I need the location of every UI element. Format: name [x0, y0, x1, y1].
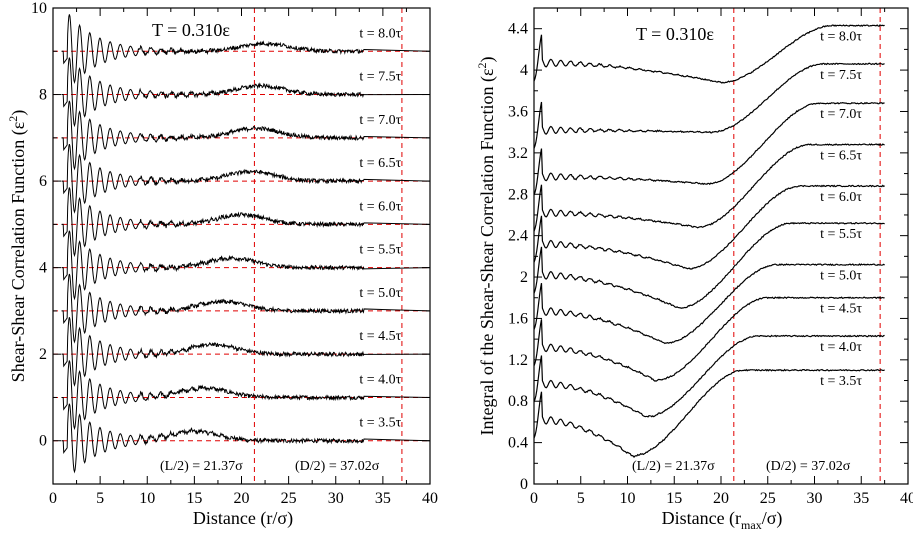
series-label: t = 5.5τ [359, 243, 401, 258]
series-line [61, 187, 431, 258]
series-line [61, 100, 431, 171]
x-tick-label: 25 [281, 490, 297, 507]
series-label: t = 6.5τ [359, 156, 401, 171]
y-tick-label: 2.4 [508, 228, 528, 245]
series-label: t = 5.5τ [820, 227, 862, 242]
right-plot-title: T = 0.310ε [636, 24, 714, 44]
x-tick-label: 5 [577, 490, 585, 507]
y-tick-label: 4 [39, 260, 47, 277]
x-tick-label: 35 [375, 490, 391, 507]
series-label: t = 4.0τ [359, 372, 401, 387]
x-tick-label: 35 [853, 490, 869, 507]
right-panel: t = 3.5τ t = 4.0τ t = 4.5τ t = 5.0τ t = 5.5τ… [475, 7, 913, 532]
x-tick-label: 20 [234, 490, 250, 507]
left-x-axis-title: Distance (r/σ) [193, 508, 293, 529]
x-tick-label: 20 [713, 490, 729, 507]
y-tick-label: 3.6 [508, 103, 528, 120]
y-tick-label: 1.6 [508, 310, 528, 327]
series-line [61, 57, 431, 128]
series-line [61, 360, 431, 431]
series-label: t = 7.0τ [359, 113, 401, 128]
series-label: t = 3.5τ [359, 416, 401, 431]
left-y-axis-title: Shear-Shear Correlation Function (ε2) [6, 110, 29, 383]
left-panel: t = 3.5τ t = 4.0τ t = 4.5τ t = 5.0τ t = 5.5τ… [6, 0, 438, 529]
series-line [533, 62, 885, 149]
y-tick-label: 2 [520, 269, 528, 286]
x-tick-label: 10 [139, 490, 155, 507]
series-label: t = 5.0τ [820, 269, 862, 284]
series-line [61, 144, 431, 214]
y-tick-label: 4 [520, 62, 528, 79]
series-label: t = 7.5τ [820, 68, 862, 83]
series-line [61, 403, 431, 474]
y-tick-label: 0 [39, 433, 47, 450]
series-label: t = 4.5τ [359, 329, 401, 344]
x-tick-label: 25 [760, 490, 776, 507]
series-line [61, 14, 431, 84]
series-line [533, 368, 885, 458]
series-label: t = 4.0τ [820, 340, 862, 355]
series-line [533, 24, 885, 84]
series-line [533, 101, 885, 196]
left-annotation-L: (L/2) = 21.37σ [160, 459, 243, 474]
series-line [533, 143, 885, 232]
series-label: t = 4.5τ [820, 302, 862, 317]
x-tick-label: 30 [328, 490, 344, 507]
right-ticks: 0 5 10 15 20 25 30 35 40 0 0.4 0.8 1.2 1.6 2 2.4 2.8 3.2 3… [508, 8, 913, 507]
series-line [61, 230, 431, 301]
series-label: t = 8.0τ [820, 30, 862, 45]
y-tick-label: 1.2 [508, 352, 528, 369]
series-line [61, 273, 431, 344]
y-tick-label: 10 [31, 0, 47, 17]
x-tick-label: 10 [620, 490, 636, 507]
series-label: t = 7.5τ [359, 70, 401, 85]
y-tick-label: 8 [39, 87, 47, 104]
x-tick-label: 40 [422, 490, 438, 507]
left-plot-title: T = 0.310ε [152, 20, 230, 40]
x-tick-label: 40 [900, 490, 913, 507]
series-line [533, 184, 885, 270]
x-tick-label: 15 [666, 490, 682, 507]
series-line [61, 317, 431, 387]
right-annotation-L: (L/2) = 21.37σ [632, 459, 715, 474]
y-tick-label: 6 [39, 173, 47, 190]
left-annotation-D: (D/2) = 37.02σ [295, 459, 380, 474]
right-x-axis-title: Distance (rmax/σ) [662, 508, 783, 532]
series-label: t = 5.0τ [359, 286, 401, 301]
y-tick-label: 0.8 [508, 393, 528, 410]
series-line [533, 221, 885, 309]
x-tick-label: 5 [96, 490, 104, 507]
y-tick-label: 2.8 [508, 186, 528, 203]
series-label: t = 3.5τ [820, 374, 862, 389]
x-tick-label: 30 [807, 490, 823, 507]
x-tick-label: 0 [530, 490, 538, 507]
series-line [533, 263, 885, 345]
series-line [533, 334, 885, 418]
series-label: t = 6.5τ [820, 149, 862, 164]
series-label: t = 7.0τ [820, 107, 862, 122]
y-tick-label: 0.4 [508, 435, 528, 452]
series-label: t = 6.0τ [359, 199, 401, 214]
right-y-axis-title: Integral of the Shear-Shear Correlation … [475, 56, 498, 435]
y-tick-label: 2 [39, 346, 47, 363]
y-tick-label: 4.4 [508, 21, 528, 38]
x-tick-label: 0 [49, 490, 57, 507]
series-line [533, 296, 885, 382]
right-annotation-D: (D/2) = 37.02σ [766, 459, 851, 474]
left-ticks: 0 5 10 15 20 25 30 35 40 0 2 4 6 8 10 [31, 0, 438, 507]
y-tick-label: 3.2 [508, 145, 528, 162]
series-label: t = 6.0τ [820, 190, 862, 205]
series-label: t = 8.0τ [359, 26, 401, 41]
y-tick-label: 0 [520, 476, 528, 493]
x-tick-label: 15 [186, 490, 202, 507]
